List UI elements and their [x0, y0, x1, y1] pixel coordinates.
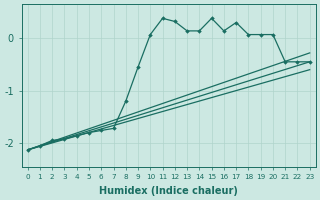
X-axis label: Humidex (Indice chaleur): Humidex (Indice chaleur) [99, 186, 238, 196]
